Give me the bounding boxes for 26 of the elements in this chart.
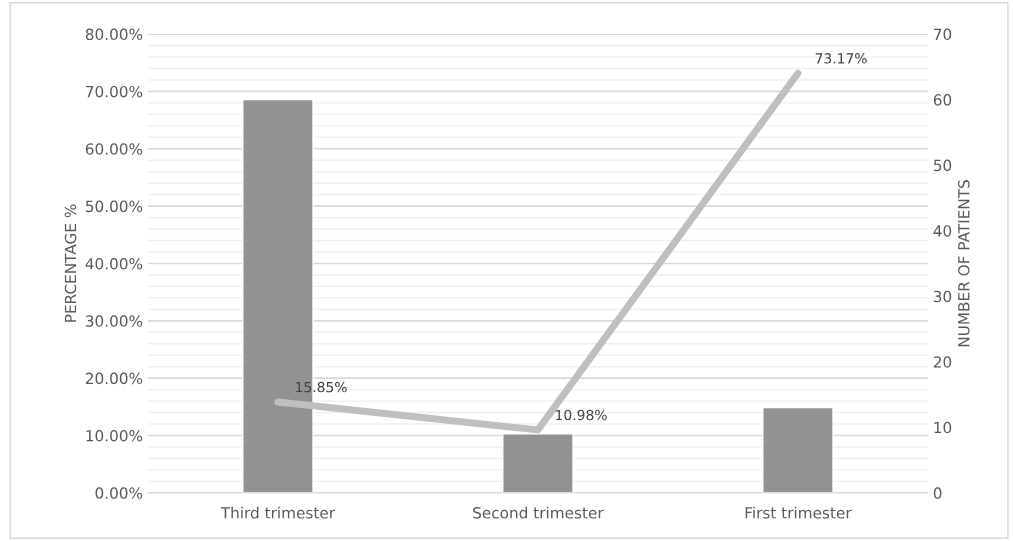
y2-tick-label: 50 [933, 159, 952, 172]
x-tick-label: First trimester [745, 506, 852, 519]
y-tick-label: 10.00% [86, 429, 143, 442]
y2-tick-label: 60 [933, 94, 952, 106]
y2-axis-title: NUMBER OF PATIENTS [958, 180, 970, 347]
y-tick-label: 0.00% [95, 487, 143, 499]
y2-tick-label: 10 [934, 421, 952, 434]
y-tick-label: 40.00% [85, 257, 143, 270]
bar [502, 433, 574, 493]
x-tick-label: Second trimester [473, 506, 604, 519]
y2-tick-label: 0 [933, 487, 942, 499]
bar [762, 406, 834, 493]
y2-tick-label: 70 [934, 28, 952, 41]
y-tick-label: 80.00% [85, 28, 143, 41]
y-axis-title: PERCENTAGE % [64, 204, 77, 322]
y-tick-label: 30.00% [85, 315, 143, 327]
y-tick-label: 20.00% [85, 372, 143, 385]
y2-tick-label: 20 [933, 356, 952, 368]
data-label: 10.98% [556, 409, 607, 421]
data-label: 73.17% [815, 53, 867, 64]
y2-tick-label: 30 [933, 290, 952, 303]
y2-tick-label: 40 [933, 225, 952, 237]
y-tick-label: 50.00% [85, 200, 143, 213]
y-tick-label: 70.00% [86, 85, 143, 98]
x-tick-label: Third trimester [220, 506, 336, 519]
y-tick-label: 60.00% [85, 143, 143, 155]
